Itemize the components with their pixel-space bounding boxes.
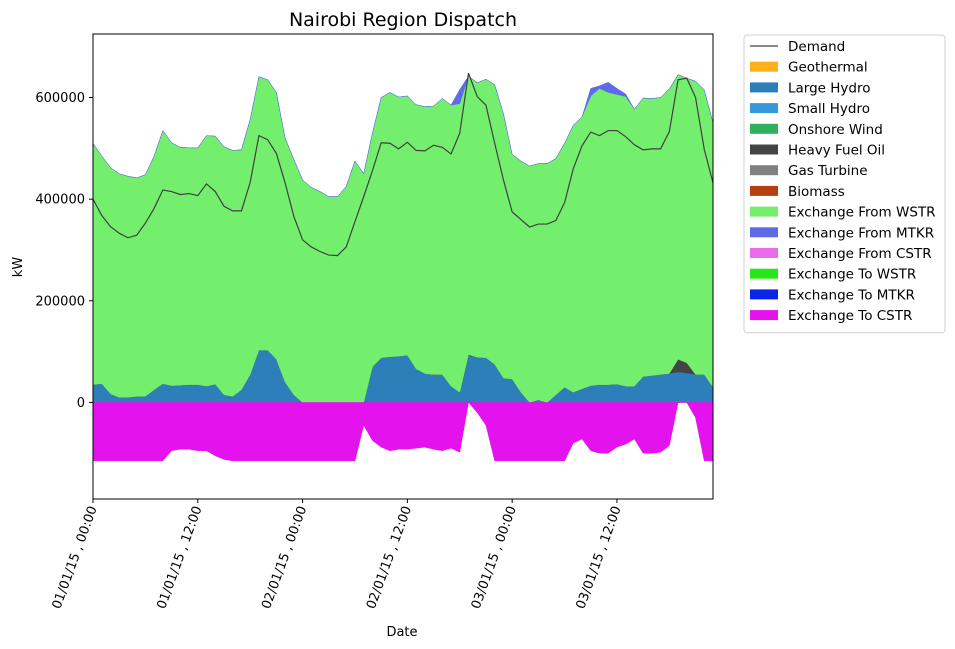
area-exchange-from-wstr: [93, 74, 713, 403]
legend-item-biomass: Biomass: [750, 184, 845, 200]
legend-label: Exchange From MTKR: [788, 225, 934, 241]
legend-swatch: [750, 123, 778, 134]
y-tick-label: 600000: [35, 91, 85, 106]
x-tick-label: 02/01/15 , 12:00: [364, 504, 415, 611]
legend-swatch: [750, 206, 778, 217]
legend-item-exchange-from-mtkr: Exchange From MTKR: [750, 225, 934, 241]
legend-item-demand: Demand: [750, 39, 845, 55]
legend-swatch: [750, 82, 778, 93]
area-exchange-to-cstr: [93, 401, 713, 462]
legend-item-onshore-wind: Onshore Wind: [750, 122, 883, 138]
legend-swatch: [750, 185, 778, 196]
legend-label: Geothermal: [788, 60, 868, 76]
legend-swatch: [750, 268, 778, 279]
legend-item-geothermal: Geothermal: [750, 60, 868, 76]
legend-item-exchange-to-mtkr: Exchange To MTKR: [750, 287, 915, 303]
legend-label: Exchange To MTKR: [788, 287, 915, 303]
legend-label: Gas Turbine: [788, 163, 868, 179]
legend-label: Onshore Wind: [788, 122, 883, 138]
chart-title: Nairobi Region Dispatch: [289, 9, 517, 31]
plot-area: [92, 33, 714, 500]
x-tick-label: 03/01/15 , 12:00: [574, 504, 625, 611]
x-tick-label: 01/01/15 , 12:00: [154, 504, 205, 611]
legend-label: Exchange From CSTR: [788, 246, 932, 262]
legend-frame: [743, 34, 946, 334]
y-tick-label: 0: [77, 396, 85, 411]
legend-swatch: [750, 61, 778, 72]
x-tick-label: 03/01/15 , 00:00: [469, 504, 520, 611]
area-exchange-from-mtkr: [93, 74, 713, 197]
demand-line: [93, 72, 713, 257]
legend-item-large-hydro: Large Hydro: [750, 80, 871, 96]
y-tick-label: 400000: [35, 193, 85, 208]
legend-item-exchange-to-wstr: Exchange To WSTR: [750, 267, 916, 283]
legend-swatch: [750, 103, 778, 114]
legend-swatch: [750, 310, 778, 321]
legend-label: Small Hydro: [788, 101, 870, 117]
legend-label: Large Hydro: [788, 80, 871, 96]
legend-item-exchange-from-wstr: Exchange From WSTR: [750, 205, 936, 221]
x-axis: 01/01/15 , 00:00 01/01/15 , 12:00 02/01/15…: [50, 499, 625, 611]
y-axis: 0 200000 400000 600000: [35, 91, 93, 411]
legend-label: Exchange From WSTR: [788, 205, 936, 221]
legend-label: Heavy Fuel Oil: [788, 143, 885, 159]
x-tick-label: 02/01/15 , 00:00: [259, 504, 310, 611]
legend-swatch: [750, 165, 778, 176]
legend-label: Demand: [788, 39, 845, 55]
legend-label: Biomass: [788, 184, 845, 200]
legend: Demand Geothermal Large Hydro Small Hydro On…: [743, 34, 946, 334]
legend-swatch: [750, 227, 778, 238]
legend-item-exchange-to-cstr: Exchange To CSTR: [750, 308, 912, 324]
y-axis-label: kW: [11, 257, 26, 278]
legend-item-heavy-fuel-oil: Heavy Fuel Oil: [750, 143, 885, 159]
legend-item-gas-turbine: Gas Turbine: [750, 163, 868, 179]
legend-swatch: [750, 289, 778, 300]
legend-label: Exchange To CSTR: [788, 308, 912, 324]
x-tick-label: 01/01/15 , 00:00: [50, 504, 101, 611]
y-tick-label: 200000: [35, 294, 85, 309]
legend-swatch: [750, 248, 778, 258]
legend-item-small-hydro: Small Hydro: [750, 101, 870, 117]
legend-item-exchange-from-cstr: Exchange From CSTR: [750, 246, 932, 262]
legend-swatch: [750, 144, 778, 155]
legend-label: Exchange To WSTR: [788, 267, 916, 283]
x-axis-label: Date: [386, 625, 417, 640]
plot-frame: [92, 33, 714, 500]
